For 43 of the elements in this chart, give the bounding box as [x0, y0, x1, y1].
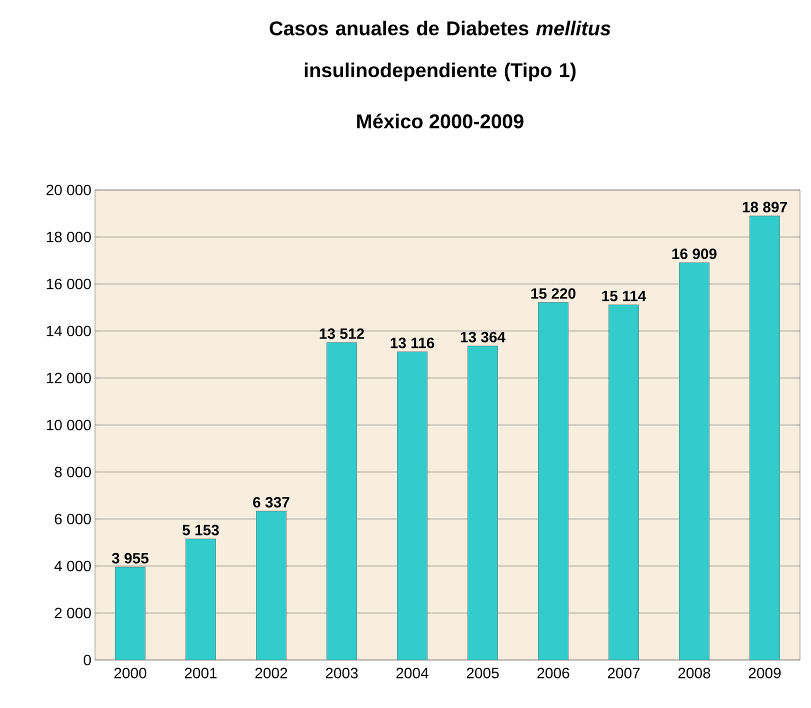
- chart-subtitle: México 2000-2009: [357, 114, 524, 128]
- y-tick-label: 10 000: [46, 420, 91, 430]
- x-tick-label: 2001: [184, 668, 217, 678]
- data-label: 15 220: [531, 288, 576, 299]
- x-tick-label: 2005: [466, 668, 499, 678]
- bar: [750, 216, 780, 660]
- bar: [115, 566, 146, 660]
- data-label: 18 897: [742, 202, 787, 212]
- bar: [608, 304, 639, 660]
- y-tick-label: 20 000: [46, 184, 91, 196]
- y-tick-label: 8 000: [54, 466, 91, 478]
- y-tick-label: 18 000: [46, 232, 91, 242]
- bar: [256, 510, 286, 660]
- x-tick-label: 2003: [326, 668, 358, 678]
- x-tick-label: 2008: [678, 668, 710, 678]
- data-label: 13 512: [320, 328, 364, 339]
- chart-title: Casos anuales de Diabetes mellitus insulinodependiente (Tipo 1): [270, 20, 610, 82]
- bar: [679, 262, 710, 660]
- data-label: 16 909: [672, 248, 717, 260]
- y-tick-label: 14 000: [46, 326, 91, 336]
- data-label: 15 114: [602, 290, 646, 302]
- data-label: 6 337: [253, 496, 290, 508]
- data-label: 5 153: [182, 524, 219, 536]
- data-label: 13 116: [390, 338, 434, 348]
- x-tick-label: 2006: [537, 668, 570, 678]
- y-tick-label: 4 000: [54, 560, 91, 572]
- y-tick-label: 2 000: [54, 608, 91, 618]
- y-tick-label: 6 000: [54, 514, 91, 524]
- bar: [397, 352, 428, 660]
- bar: [326, 342, 357, 660]
- bar: [468, 346, 498, 660]
- x-tick-label: 2002: [255, 668, 288, 678]
- y-tick-label: 12 000: [46, 372, 91, 384]
- bar: [186, 538, 216, 660]
- y-tick-label: 0: [84, 654, 91, 666]
- x-tick-label: 2007: [608, 668, 640, 678]
- data-label: 13 364: [460, 332, 506, 342]
- bar: [538, 302, 568, 660]
- x-tick-label: 2000: [114, 668, 146, 678]
- x-tick-label: 2004: [396, 668, 428, 678]
- y-tick-label: 16 000: [46, 278, 91, 290]
- data-label: 3 955: [112, 552, 149, 564]
- x-tick-label: 2009: [748, 668, 781, 678]
